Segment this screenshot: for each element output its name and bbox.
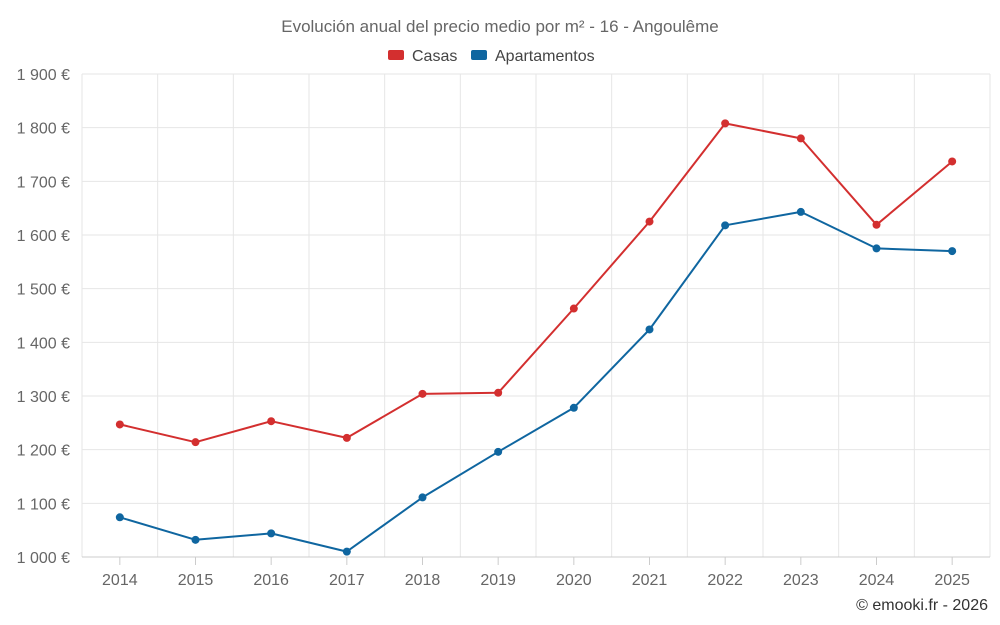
data-point[interactable] bbox=[267, 417, 276, 426]
y-tick-label: 1 200 € bbox=[17, 443, 70, 460]
x-tick-label: 2020 bbox=[556, 572, 592, 589]
y-tick-label: 1 900 € bbox=[17, 67, 70, 84]
data-point[interactable] bbox=[872, 220, 881, 229]
y-tick-label: 1 800 € bbox=[17, 121, 70, 138]
data-point[interactable] bbox=[494, 388, 503, 397]
x-tick-label: 2025 bbox=[934, 572, 970, 589]
data-point[interactable] bbox=[342, 547, 351, 556]
x-tick-label: 2015 bbox=[178, 572, 214, 589]
data-point[interactable] bbox=[796, 207, 805, 216]
x-tick-label: 2022 bbox=[707, 572, 743, 589]
grid bbox=[81, 73, 991, 558]
x-tick-label: 2018 bbox=[405, 572, 441, 589]
data-point[interactable] bbox=[721, 221, 730, 230]
data-point[interactable] bbox=[115, 420, 124, 429]
data-point[interactable] bbox=[569, 403, 578, 412]
x-tick-label: 2014 bbox=[102, 572, 138, 589]
x-tick-label: 2019 bbox=[480, 572, 516, 589]
data-point[interactable] bbox=[191, 438, 200, 447]
data-point[interactable] bbox=[569, 304, 578, 313]
x-tick-label: 2023 bbox=[783, 572, 819, 589]
series-layer bbox=[115, 119, 957, 556]
y-tick-label: 1 000 € bbox=[17, 550, 70, 567]
series-apartamentos bbox=[115, 207, 957, 556]
series-line bbox=[119, 122, 953, 444]
legend-item-apartamentos[interactable]: Apartamentos bbox=[471, 48, 595, 65]
data-point[interactable] bbox=[418, 493, 427, 502]
data-point[interactable] bbox=[342, 433, 351, 442]
legend-item-casas[interactable]: Casas bbox=[388, 48, 457, 65]
x-axis: 2014 2015 2016 2017 2018 2019 2020 2021 2022 2023… bbox=[82, 556, 990, 589]
legend-swatch bbox=[388, 50, 404, 60]
y-tick-label: 1 500 € bbox=[17, 282, 70, 299]
data-point[interactable] bbox=[948, 157, 957, 166]
data-point[interactable] bbox=[645, 217, 654, 226]
legend-swatch bbox=[471, 50, 487, 60]
data-point[interactable] bbox=[721, 119, 730, 128]
data-point[interactable] bbox=[645, 325, 654, 334]
data-point[interactable] bbox=[418, 389, 427, 398]
x-tick-label: 2024 bbox=[859, 572, 895, 589]
x-tick-label: 2016 bbox=[253, 572, 289, 589]
series-casas bbox=[115, 119, 957, 447]
y-tick-label: 1 400 € bbox=[17, 335, 70, 352]
x-tick-label: 2017 bbox=[329, 572, 365, 589]
data-point[interactable] bbox=[267, 529, 276, 538]
credit-text: © emooki.fr - 2026 bbox=[856, 597, 988, 614]
y-axis: 1 000 € 1 100 € 1 200 € 1 300 € 1 400 € 1 500… bbox=[17, 67, 70, 567]
legend-label: Casas bbox=[412, 48, 457, 65]
data-point[interactable] bbox=[494, 447, 503, 456]
y-tick-label: 1 300 € bbox=[17, 389, 70, 406]
data-point[interactable] bbox=[796, 134, 805, 143]
y-tick-label: 1 600 € bbox=[17, 228, 70, 245]
y-tick-label: 1 700 € bbox=[17, 174, 70, 191]
series-line bbox=[119, 210, 953, 553]
legend-label: Apartamentos bbox=[495, 48, 595, 65]
legend: Casas Apartamentos bbox=[388, 48, 595, 65]
data-point[interactable] bbox=[115, 513, 124, 522]
chart-title: Evolución anual del precio medio por m² … bbox=[281, 17, 719, 36]
data-point[interactable] bbox=[191, 535, 200, 544]
y-tick-label: 1 100 € bbox=[17, 496, 70, 513]
data-point[interactable] bbox=[948, 247, 957, 256]
x-tick-label: 2021 bbox=[632, 572, 668, 589]
data-point[interactable] bbox=[872, 244, 881, 253]
